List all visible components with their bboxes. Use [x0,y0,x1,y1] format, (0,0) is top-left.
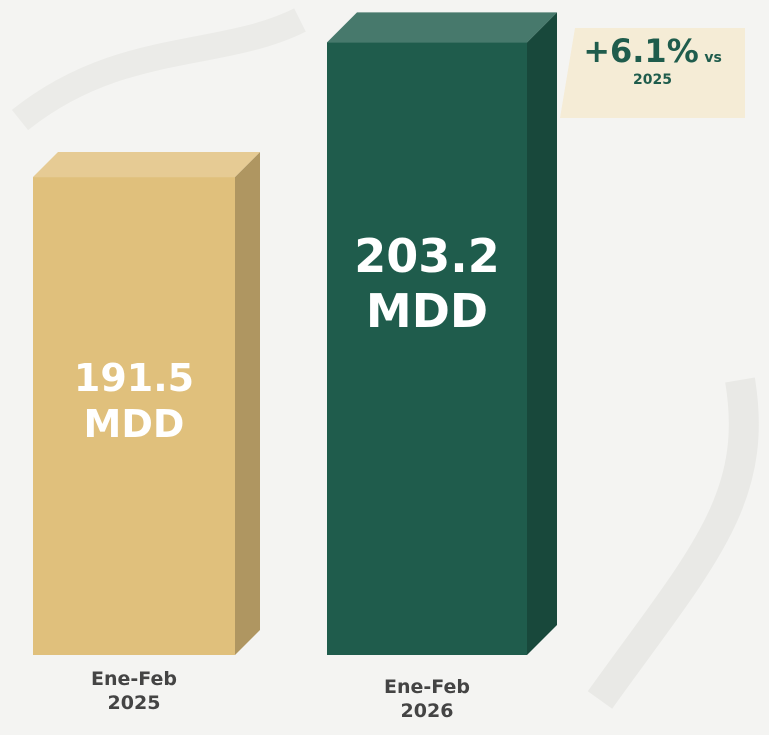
bar-top [33,152,260,178]
annotation-value: +6.1% [583,32,699,70]
bar-side [527,12,557,655]
annotation: +6.1% vs 2025 [560,32,745,88]
bar-front [327,42,527,655]
category-label: Ene-Feb 2026 [384,676,470,722]
background-pattern [11,8,306,131]
category-label: Ene-Feb 2025 [91,668,177,714]
annotation-text: vs [704,50,722,66]
bar [327,12,557,655]
bar [33,152,260,655]
annotation-year: 2025 [633,72,672,88]
value-label: 191.5 MDD [73,356,195,446]
background-pattern [587,377,759,709]
bar-front [33,177,235,655]
bar-top [327,12,557,43]
annotation-box [560,28,745,118]
bar-side [235,152,260,655]
value-label: 203.2 MDD [354,228,500,338]
